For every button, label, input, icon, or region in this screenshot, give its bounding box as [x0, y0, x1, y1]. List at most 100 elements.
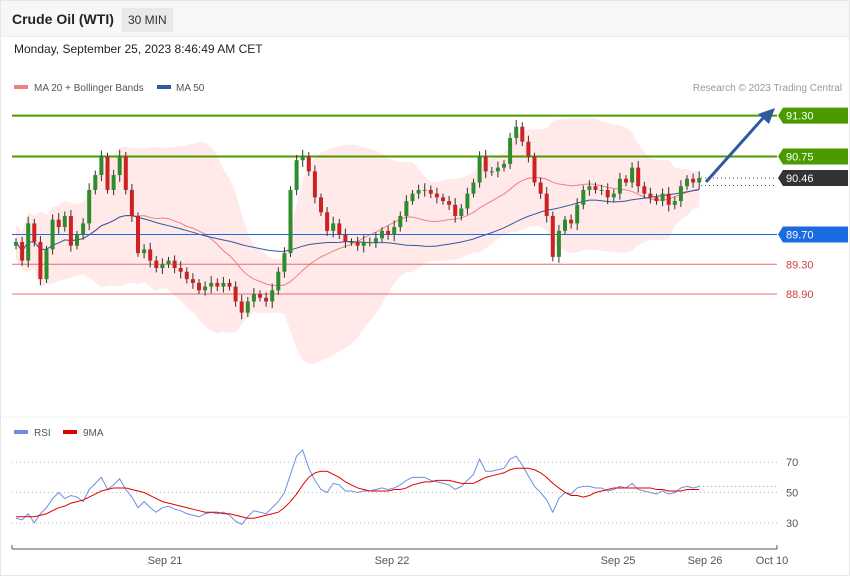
time-tick-label: Sep 22: [375, 555, 410, 567]
candle-body: [502, 163, 506, 168]
candle-body: [14, 241, 18, 246]
candle: [514, 120, 519, 145]
candle: [166, 256, 171, 269]
candle-body: [428, 189, 433, 194]
candle: [599, 184, 604, 196]
candle: [93, 170, 98, 195]
candle: [367, 237, 372, 247]
candle-body: [312, 171, 317, 198]
projection-arrowhead: [758, 108, 775, 124]
candle-body: [319, 197, 323, 213]
level-label-90.46: 90.46: [786, 173, 814, 185]
candle: [160, 258, 165, 274]
rsi-tick-label: 30: [786, 518, 798, 530]
candle: [428, 185, 433, 199]
candle: [569, 214, 574, 229]
candle: [172, 255, 177, 274]
candle: [538, 177, 543, 199]
candle-body: [666, 193, 671, 205]
candle: [306, 152, 311, 176]
candle: [264, 292, 269, 307]
candle: [587, 180, 592, 196]
candle: [392, 220, 397, 242]
level-tag-90.46: [778, 170, 848, 187]
candle-body: [447, 201, 452, 205]
candle-body: [471, 182, 476, 194]
candle: [508, 132, 513, 170]
candle-body: [50, 219, 55, 250]
candle: [154, 256, 159, 273]
candle-body: [526, 141, 531, 157]
candle: [410, 189, 415, 205]
candle: [337, 218, 342, 240]
candle: [526, 135, 531, 163]
candle: [495, 161, 500, 178]
instrument-title: Crude Oil (WTI): [12, 11, 114, 27]
candle-body: [87, 189, 92, 224]
candle: [14, 238, 18, 250]
candle: [233, 281, 238, 307]
candle-body: [215, 282, 220, 287]
candle-body: [203, 286, 208, 291]
candle-body: [617, 178, 622, 194]
candle-body: [62, 215, 67, 228]
candle-body: [514, 126, 519, 138]
candle-body: [136, 215, 140, 254]
candle: [123, 152, 128, 195]
candle-body: [172, 260, 177, 269]
candle: [685, 175, 689, 190]
candle-body: [489, 171, 494, 173]
candle-body: [642, 186, 647, 194]
candle: [465, 187, 470, 215]
candle-body: [648, 193, 653, 198]
candle-body: [331, 223, 336, 231]
candle-body: [355, 241, 360, 246]
candle-body: [294, 160, 299, 190]
candle: [105, 152, 110, 194]
candle-body: [410, 193, 415, 202]
rsi-ma-legend-swatch: [63, 430, 77, 434]
candle-body: [81, 223, 86, 235]
candle: [386, 225, 391, 240]
ma50-legend-label: MA 50: [176, 83, 205, 94]
candle: [483, 149, 488, 179]
candle: [441, 193, 445, 205]
ma20-legend-swatch: [14, 85, 28, 89]
candle: [331, 216, 336, 238]
candle: [532, 152, 537, 187]
candle: [50, 214, 55, 255]
candle: [343, 228, 348, 248]
candle-body: [483, 156, 488, 172]
candle: [245, 297, 250, 318]
candle-body: [184, 271, 189, 280]
level-tag-91.30: [778, 107, 848, 124]
rsi-legend-swatch: [14, 430, 28, 434]
timeframe-badge[interactable]: 30 MIN: [122, 8, 173, 32]
candle-body: [520, 126, 525, 142]
candle-body: [532, 156, 537, 183]
candle-body: [373, 238, 378, 242]
candle: [361, 235, 366, 253]
candle-body: [306, 156, 311, 172]
candle: [209, 276, 214, 294]
candle-body: [398, 215, 403, 228]
candle: [477, 151, 482, 188]
candle-body: [111, 175, 116, 190]
candle-body: [691, 178, 696, 183]
candle-body: [392, 227, 397, 235]
candle: [556, 224, 561, 263]
candle: [129, 183, 134, 222]
candle: [56, 212, 61, 234]
candle-body: [697, 178, 702, 183]
candle-body: [148, 249, 153, 261]
level-label-89.70: 89.70: [786, 230, 814, 242]
level-tag-90.75: [778, 148, 848, 165]
candle: [349, 238, 354, 246]
rsi-pane: 70 50 30: [12, 449, 798, 530]
candle: [355, 236, 360, 251]
ma20-legend-label: MA 20 + Bollinger Bands: [34, 83, 144, 94]
rsi-line: [15, 449, 700, 525]
candle-body: [56, 219, 61, 228]
candle-body: [227, 282, 232, 287]
